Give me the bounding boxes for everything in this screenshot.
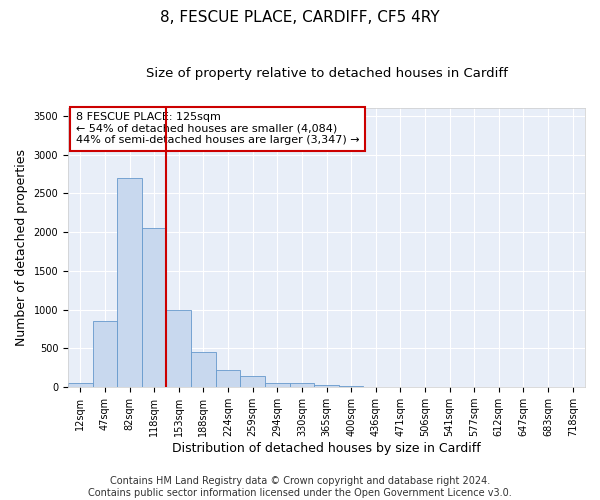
Y-axis label: Number of detached properties: Number of detached properties — [15, 149, 28, 346]
Title: Size of property relative to detached houses in Cardiff: Size of property relative to detached ho… — [146, 68, 508, 80]
Text: Contains HM Land Registry data © Crown copyright and database right 2024.
Contai: Contains HM Land Registry data © Crown c… — [88, 476, 512, 498]
Bar — [265, 382, 290, 387]
Bar — [68, 382, 92, 387]
Text: 8 FESCUE PLACE: 125sqm
← 54% of detached houses are smaller (4,084)
44% of semi-: 8 FESCUE PLACE: 125sqm ← 54% of detached… — [76, 112, 359, 146]
Bar — [290, 384, 314, 387]
X-axis label: Distribution of detached houses by size in Cardiff: Distribution of detached houses by size … — [172, 442, 481, 455]
Bar — [339, 386, 364, 387]
Bar — [241, 376, 265, 387]
Bar — [166, 310, 191, 387]
Bar — [191, 352, 216, 387]
Bar — [314, 385, 339, 387]
Bar — [117, 178, 142, 387]
Bar — [92, 322, 117, 387]
Text: 8, FESCUE PLACE, CARDIFF, CF5 4RY: 8, FESCUE PLACE, CARDIFF, CF5 4RY — [160, 10, 440, 25]
Bar — [216, 370, 241, 387]
Bar — [142, 228, 166, 387]
